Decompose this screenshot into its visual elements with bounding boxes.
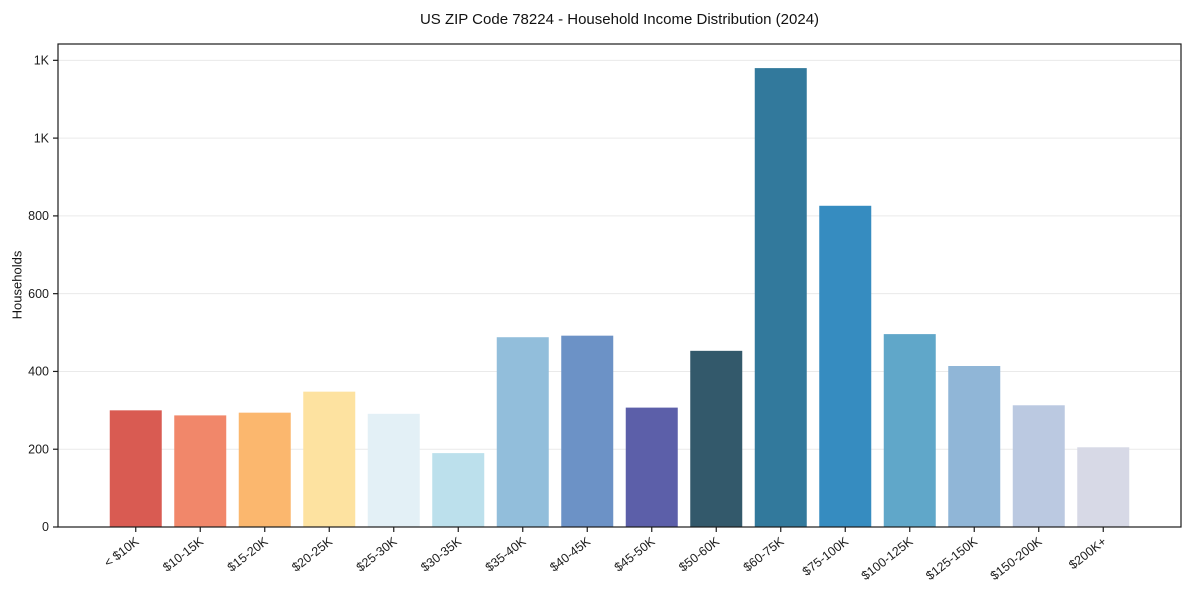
x-tick-label: $15-20K <box>225 534 271 575</box>
x-tick-label: $150-200K <box>988 534 1045 583</box>
y-tick-label: 1K <box>34 54 50 68</box>
bar <box>432 453 485 527</box>
x-tick-label: $60-75K <box>741 534 787 575</box>
bar <box>690 350 743 527</box>
x-tick-label: $50-60K <box>676 534 722 575</box>
x-tick-label: $20-25K <box>289 534 335 575</box>
plot-frame <box>57 43 1182 528</box>
x-tick-label: $200K+ <box>1066 534 1109 572</box>
y-tick-label: 1K <box>34 131 50 145</box>
bar <box>561 335 614 527</box>
x-tick-label: $25-30K <box>354 534 400 575</box>
bar <box>1012 405 1065 527</box>
bar <box>948 366 1001 527</box>
y-tick-label: 400 <box>28 365 49 379</box>
y-axis-label: Households <box>9 250 25 320</box>
chart-title: US ZIP Code 78224 - Household Income Dis… <box>419 11 820 28</box>
bar <box>367 413 420 527</box>
bar <box>238 412 291 527</box>
x-tick-label: $45-50K <box>612 534 658 575</box>
bar <box>754 68 807 527</box>
y-tick-label: 600 <box>28 287 49 301</box>
bar <box>109 410 162 527</box>
bar <box>303 391 356 527</box>
x-tick-label: $10-15K <box>160 534 206 575</box>
bar <box>819 205 872 527</box>
x-tick-label: $40-45K <box>547 534 593 575</box>
x-tick-label: < $10K <box>101 534 142 570</box>
y-tick-label: 800 <box>28 209 49 223</box>
x-tick-label: $30-35K <box>418 534 464 575</box>
bar <box>625 407 678 527</box>
x-tick-label: $75-100K <box>800 534 852 579</box>
x-tick-label: $125-150K <box>923 534 980 583</box>
y-tick-label: 0 <box>42 520 49 534</box>
y-tick-label: 200 <box>28 442 49 456</box>
x-tick-label: $100-125K <box>859 534 916 583</box>
bar <box>883 334 936 527</box>
bar <box>496 337 549 527</box>
bar <box>1077 447 1130 527</box>
bar <box>174 415 227 527</box>
x-tick-label: $35-40K <box>483 534 529 575</box>
